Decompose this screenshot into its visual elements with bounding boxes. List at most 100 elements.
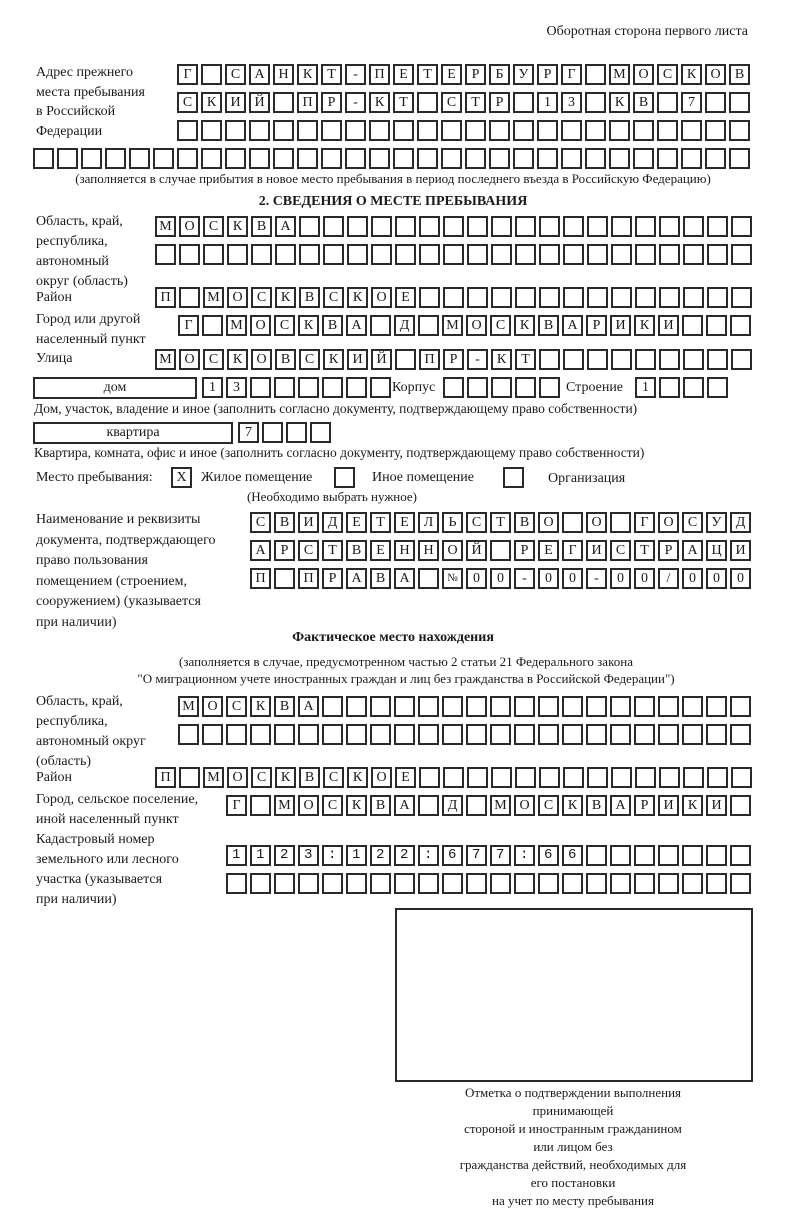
char-box[interactable]: В: [729, 64, 750, 85]
char-box[interactable]: Н: [394, 540, 415, 561]
char-box[interactable]: [730, 315, 751, 336]
char-box[interactable]: А: [562, 315, 583, 336]
char-box[interactable]: [467, 767, 488, 788]
char-box[interactable]: [562, 724, 583, 745]
char-box[interactable]: [466, 873, 487, 894]
char-box[interactable]: [33, 148, 54, 169]
char-box[interactable]: Й: [371, 349, 392, 370]
char-box[interactable]: К: [346, 795, 367, 816]
char-box[interactable]: К: [227, 216, 248, 237]
char-box[interactable]: [467, 244, 488, 265]
char-box[interactable]: [250, 873, 271, 894]
char-box[interactable]: [346, 873, 367, 894]
char-box[interactable]: [539, 767, 560, 788]
char-box[interactable]: [274, 845, 295, 866]
char-box[interactable]: [705, 92, 726, 113]
char-box[interactable]: [347, 244, 368, 265]
char-box[interactable]: М: [442, 315, 463, 336]
char-box[interactable]: С: [251, 287, 272, 308]
char-box[interactable]: [443, 216, 464, 237]
char-box[interactable]: [442, 845, 463, 866]
char-box[interactable]: У: [513, 64, 534, 85]
char-box[interactable]: [587, 244, 608, 265]
char-box[interactable]: [515, 377, 536, 398]
char-box[interactable]: Е: [395, 767, 416, 788]
char-box[interactable]: И: [706, 795, 727, 816]
char-box[interactable]: [658, 845, 679, 866]
char-box[interactable]: [417, 92, 438, 113]
char-box[interactable]: [539, 349, 560, 370]
char-box[interactable]: В: [514, 512, 535, 533]
char-box[interactable]: [611, 287, 632, 308]
char-box[interactable]: [394, 873, 415, 894]
char-box[interactable]: [731, 349, 752, 370]
char-box[interactable]: [658, 696, 679, 717]
char-box[interactable]: [515, 287, 536, 308]
char-box[interactable]: [394, 845, 415, 866]
char-box[interactable]: [346, 845, 367, 866]
char-box[interactable]: [299, 216, 320, 237]
char-box[interactable]: [262, 422, 283, 443]
char-box[interactable]: [465, 148, 486, 169]
char-box[interactable]: О: [658, 512, 679, 533]
house-type-field[interactable]: дом: [33, 377, 197, 399]
char-box[interactable]: [442, 724, 463, 745]
char-box[interactable]: 7: [681, 92, 702, 113]
char-box[interactable]: [610, 512, 631, 533]
char-box[interactable]: М: [155, 349, 176, 370]
char-box[interactable]: [538, 873, 559, 894]
char-box[interactable]: И: [610, 315, 631, 336]
char-box[interactable]: П: [155, 287, 176, 308]
char-box[interactable]: И: [586, 540, 607, 561]
char-box[interactable]: [707, 377, 728, 398]
char-box[interactable]: Г: [178, 315, 199, 336]
char-box[interactable]: [681, 148, 702, 169]
char-box[interactable]: [370, 724, 391, 745]
char-box[interactable]: Р: [465, 64, 486, 85]
char-box[interactable]: М: [203, 767, 224, 788]
char-box[interactable]: Е: [394, 512, 415, 533]
place-option-other-checkbox[interactable]: [334, 467, 355, 488]
apartment-type-field[interactable]: квартира: [33, 422, 233, 444]
char-box[interactable]: [611, 216, 632, 237]
char-box[interactable]: 0: [634, 568, 655, 589]
char-box[interactable]: [730, 724, 751, 745]
char-box[interactable]: 0: [490, 568, 511, 589]
char-box[interactable]: [370, 315, 391, 336]
char-box[interactable]: [707, 349, 728, 370]
char-box[interactable]: [563, 287, 584, 308]
char-box[interactable]: [659, 349, 680, 370]
char-box[interactable]: М: [155, 216, 176, 237]
char-box[interactable]: И: [730, 540, 751, 561]
char-box[interactable]: [539, 244, 560, 265]
char-box[interactable]: [418, 873, 439, 894]
char-box[interactable]: Т: [322, 540, 343, 561]
char-box[interactable]: [707, 287, 728, 308]
char-box[interactable]: [489, 148, 510, 169]
char-box[interactable]: [441, 120, 462, 141]
char-box[interactable]: [467, 216, 488, 237]
char-box[interactable]: [561, 148, 582, 169]
char-box[interactable]: С: [657, 64, 678, 85]
char-box[interactable]: [730, 696, 751, 717]
char-box[interactable]: [274, 873, 295, 894]
char-box[interactable]: Р: [322, 568, 343, 589]
char-box[interactable]: О: [514, 795, 535, 816]
char-box[interactable]: В: [251, 216, 272, 237]
char-box[interactable]: [418, 724, 439, 745]
char-box[interactable]: [585, 64, 606, 85]
char-box[interactable]: Р: [321, 92, 342, 113]
char-box[interactable]: Г: [177, 64, 198, 85]
char-box[interactable]: [394, 696, 415, 717]
char-box[interactable]: [635, 767, 656, 788]
char-box[interactable]: [683, 767, 704, 788]
char-box[interactable]: [730, 845, 751, 866]
char-box[interactable]: [731, 216, 752, 237]
char-box[interactable]: [587, 349, 608, 370]
char-box[interactable]: [322, 845, 343, 866]
char-box[interactable]: [633, 120, 654, 141]
char-box[interactable]: К: [227, 349, 248, 370]
char-box[interactable]: Т: [634, 540, 655, 561]
char-box[interactable]: [489, 120, 510, 141]
char-box[interactable]: М: [226, 315, 247, 336]
